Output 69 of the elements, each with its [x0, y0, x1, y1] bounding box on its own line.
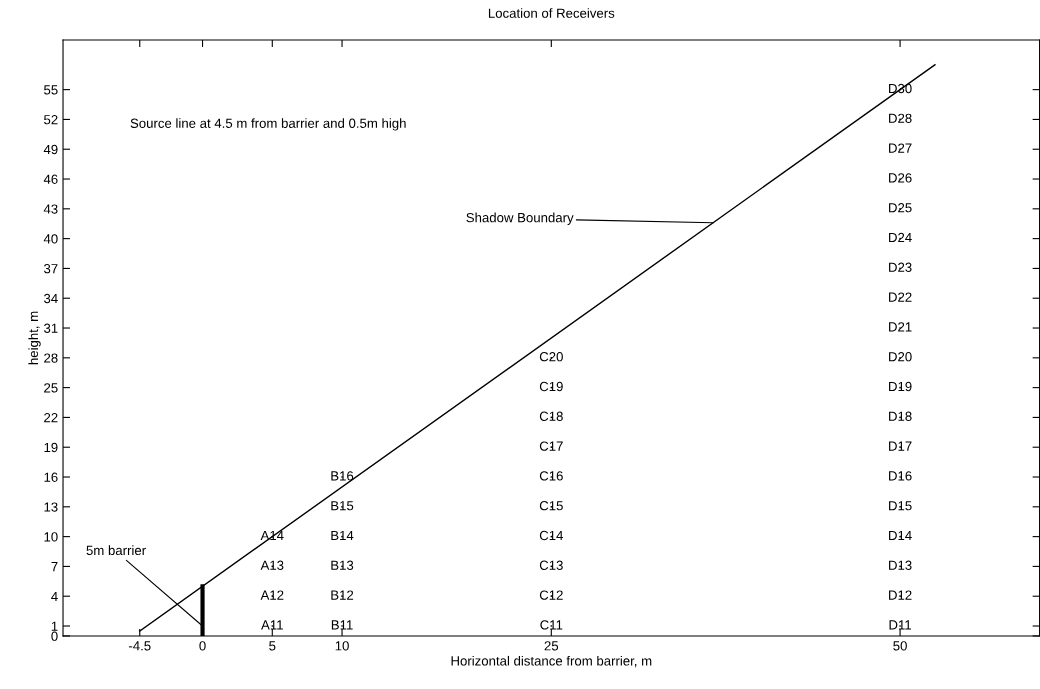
y-tick-label: 55: [44, 85, 58, 95]
y-tick-label: 40: [43, 234, 58, 244]
y-tick-label: 49: [43, 144, 58, 155]
y-tick-label: 43: [43, 204, 58, 214]
annotation: 5m barrier: [86, 545, 146, 556]
data-label: A11: [261, 620, 283, 630]
data-label: D24: [889, 232, 912, 243]
data-label: D28: [889, 113, 912, 123]
y-tick-label: 46: [43, 174, 58, 184]
data-label: D13: [889, 560, 912, 570]
x-tick-label: 0: [199, 641, 206, 651]
data-label: B11: [331, 620, 353, 630]
y-tick-label: 28: [44, 353, 58, 363]
y-axis-title: height, m: [28, 311, 41, 365]
data-label: C15: [539, 501, 563, 511]
data-label: D14: [889, 530, 912, 541]
y-tick-label: 7: [51, 562, 58, 572]
y-tick-label: 1: [51, 621, 58, 631]
y-tick-label: 16: [44, 472, 58, 482]
annotation: Shadow Boundary: [466, 212, 574, 225]
data-label: A12: [260, 590, 284, 600]
y-tick-label: 37: [43, 263, 58, 274]
x-tick-label: 25: [544, 641, 559, 651]
y-tick-label: 52: [44, 114, 58, 125]
x-tick-label: 5: [269, 641, 276, 651]
x-tick-label: 10: [335, 641, 349, 651]
data-label: B16: [331, 471, 354, 481]
y-tick-label: 31: [43, 323, 58, 333]
data-label: D22: [889, 292, 912, 302]
data-label: D11: [889, 620, 912, 630]
data-label: D19: [889, 381, 912, 392]
data-label: C14: [539, 530, 564, 541]
y-tick-label: 10: [44, 532, 58, 542]
data-label: B13: [331, 560, 354, 570]
data-label: D21: [889, 322, 912, 332]
y-tick-label: 22: [44, 412, 58, 423]
x-tick-label: 50: [893, 641, 907, 651]
data-label: B14: [331, 530, 354, 541]
y-tick-label: 34: [43, 293, 58, 304]
data-label: D12: [889, 590, 912, 600]
data-label: C13: [539, 560, 563, 570]
data-label: D16: [889, 471, 912, 481]
chart-title: Location of Receivers: [488, 8, 615, 18]
data-label: C17: [539, 441, 563, 451]
data-label: D17: [889, 441, 912, 451]
data-label: C12: [539, 590, 563, 600]
data-label: D26: [889, 173, 912, 183]
data-label: D20: [889, 352, 912, 362]
data-label: C11: [540, 620, 563, 630]
data-label: C19: [539, 381, 563, 392]
y-tick-label: 25: [44, 383, 58, 393]
data-label: C16: [539, 471, 563, 481]
data-label: D27: [889, 143, 912, 153]
data-label: D18: [889, 411, 912, 421]
data-label: B15: [331, 501, 354, 511]
y-tick-label: 13: [44, 502, 58, 512]
annotation: Source line at 4.5 m from barrier and 0.5m high: [130, 118, 406, 131]
y-tick-label: 4: [51, 591, 58, 601]
data-label: D23: [889, 262, 912, 272]
data-label: C20: [539, 352, 563, 362]
y-tick-label: 0: [51, 631, 58, 641]
data-label: B12: [331, 590, 354, 600]
x-tick-label: -4.5: [128, 641, 151, 651]
data-label: C18: [539, 411, 563, 421]
y-tick-label: 19: [44, 442, 58, 453]
x-axis-title: Horizontal distance from barrier, m: [451, 655, 652, 668]
data-label: D15: [889, 501, 912, 511]
data-label: A13: [260, 560, 284, 570]
data-label: D25: [889, 203, 912, 213]
